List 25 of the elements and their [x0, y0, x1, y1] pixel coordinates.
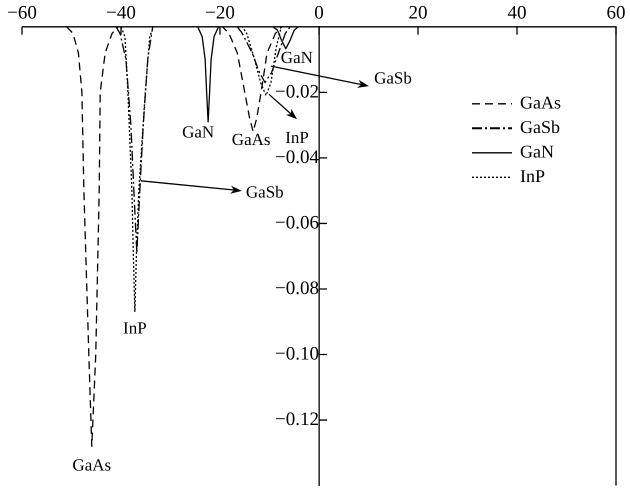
y-tick-label: −0.04 [275, 146, 320, 168]
annotation: InP [285, 128, 309, 147]
legend-label: GaAs [520, 92, 561, 113]
legend-label: GaSb [520, 117, 560, 138]
y-tick-label: −0.08 [275, 278, 319, 299]
y-tick-label: −0.02 [275, 81, 319, 102]
annotation: GaAs [232, 130, 271, 150]
y-tick-label: −0.12 [275, 409, 319, 430]
y-tick-label: −0.10 [275, 344, 319, 364]
y-tick-label: −0.06 [275, 212, 319, 234]
legend-label: GaN [520, 142, 554, 162]
x-tick-label: −40 [106, 2, 136, 24]
annotation: GaN [182, 122, 214, 142]
x-tick-label: −60 [7, 2, 37, 24]
annotation: GaAs [72, 456, 112, 475]
x-tick-label: 40 [508, 2, 526, 24]
annotation: InP [123, 318, 147, 338]
x-tick-label: 0 [314, 2, 324, 24]
x-tick-label: 60 [606, 2, 626, 24]
legend-label: InP [520, 166, 546, 186]
x-tick-label: −20 [205, 2, 235, 24]
x-tick-label: 20 [408, 2, 428, 24]
annotation: GaSb [246, 182, 284, 202]
annotation: GaSb [374, 68, 412, 88]
annotation: GaN [280, 48, 313, 68]
